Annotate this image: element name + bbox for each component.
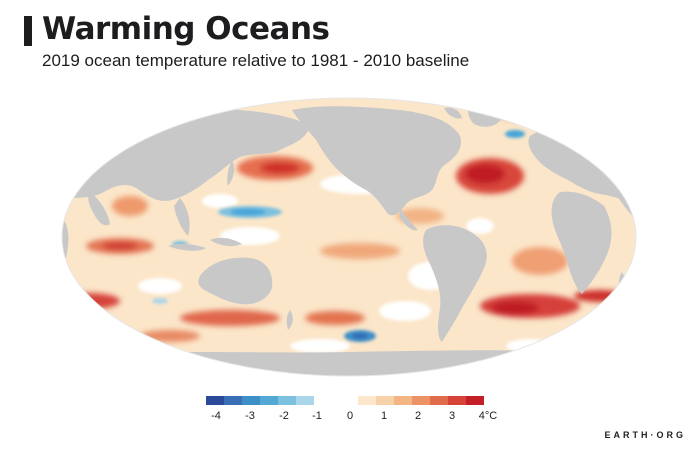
legend-tick: 3 <box>448 410 456 422</box>
globe-outline <box>61 97 637 377</box>
neutral-patch <box>466 218 494 234</box>
warm-patch <box>120 98 220 110</box>
warm-patch <box>497 103 533 119</box>
legend-positive-swatch <box>466 396 484 405</box>
warm-patch <box>112 196 148 216</box>
land-antarctica <box>62 350 636 376</box>
legend-tick: 0 <box>346 410 354 422</box>
brand-logo: EARTH·ORG <box>604 430 686 440</box>
legend-tick: -4 <box>211 410 221 422</box>
page-subtitle: 2019 ocean temperature relative to 1981 … <box>42 51 470 70</box>
color-scale-legend: -4 -3 -2 -1 0 1 2 3 4°C <box>206 396 506 430</box>
legend-positive-swatch <box>394 396 412 405</box>
legend-positive-swatch <box>376 396 394 405</box>
legend-tick: -1 <box>312 410 322 422</box>
legend-tick: -2 <box>279 410 289 422</box>
legend-negative-swatch <box>278 396 296 405</box>
page-title: Warming Oceans <box>42 11 330 47</box>
warm-patch <box>260 162 300 174</box>
legend-tick: 4°C <box>478 410 498 422</box>
legend-positive-swatch <box>448 396 466 405</box>
neutral-patch <box>290 339 350 353</box>
world-map <box>60 96 638 378</box>
legend-positive-swatch <box>430 396 448 405</box>
land-new-guinea <box>210 237 242 247</box>
land-indonesia <box>168 243 206 251</box>
warm-patch <box>512 247 568 275</box>
land-africa-east <box>551 191 612 294</box>
cool-anomaly-patches <box>152 130 525 342</box>
warm-patch <box>305 311 365 325</box>
cool-patch <box>505 130 525 138</box>
warm-patch <box>465 164 505 184</box>
land-arabia-india <box>88 192 110 226</box>
legend-positive-bar <box>358 396 484 405</box>
land-south-america <box>423 225 487 342</box>
land-japan <box>227 160 235 186</box>
legend-positive-swatch <box>412 396 430 405</box>
legend-negative-swatch <box>260 396 278 405</box>
neutral-patch <box>138 278 182 294</box>
cool-patch <box>352 333 368 339</box>
legend-tick: 2 <box>414 410 422 422</box>
legend-negative-swatch <box>224 396 242 405</box>
land-new-zealand <box>286 310 293 330</box>
warm-patch <box>102 242 138 250</box>
legend-tick: -3 <box>245 410 255 422</box>
legend-negative-swatch <box>206 396 224 405</box>
neutral-patch <box>202 194 238 208</box>
cool-patch <box>230 208 266 216</box>
title-accent-bar <box>24 16 32 46</box>
legend-tick: 1 <box>380 410 388 422</box>
warm-patch <box>180 310 280 326</box>
land-north-america <box>292 106 461 216</box>
land-indochina <box>174 198 190 236</box>
neutral-patch <box>220 227 280 245</box>
ocean-anomaly-map-svg <box>61 97 637 377</box>
warm-patch <box>140 330 200 342</box>
neutral-patch <box>379 301 431 321</box>
land-central-america <box>400 208 418 231</box>
legend-negative-swatch <box>296 396 314 405</box>
cool-patch <box>152 298 168 304</box>
land-australia <box>198 257 273 305</box>
legend-negative-swatch <box>242 396 260 405</box>
warm-patch <box>320 243 400 259</box>
land-arctic-isles <box>444 107 462 119</box>
warm-patch <box>491 301 539 315</box>
legend-negative-bar <box>206 396 314 405</box>
warm-patch <box>62 293 120 309</box>
legend-positive-swatch <box>358 396 376 405</box>
